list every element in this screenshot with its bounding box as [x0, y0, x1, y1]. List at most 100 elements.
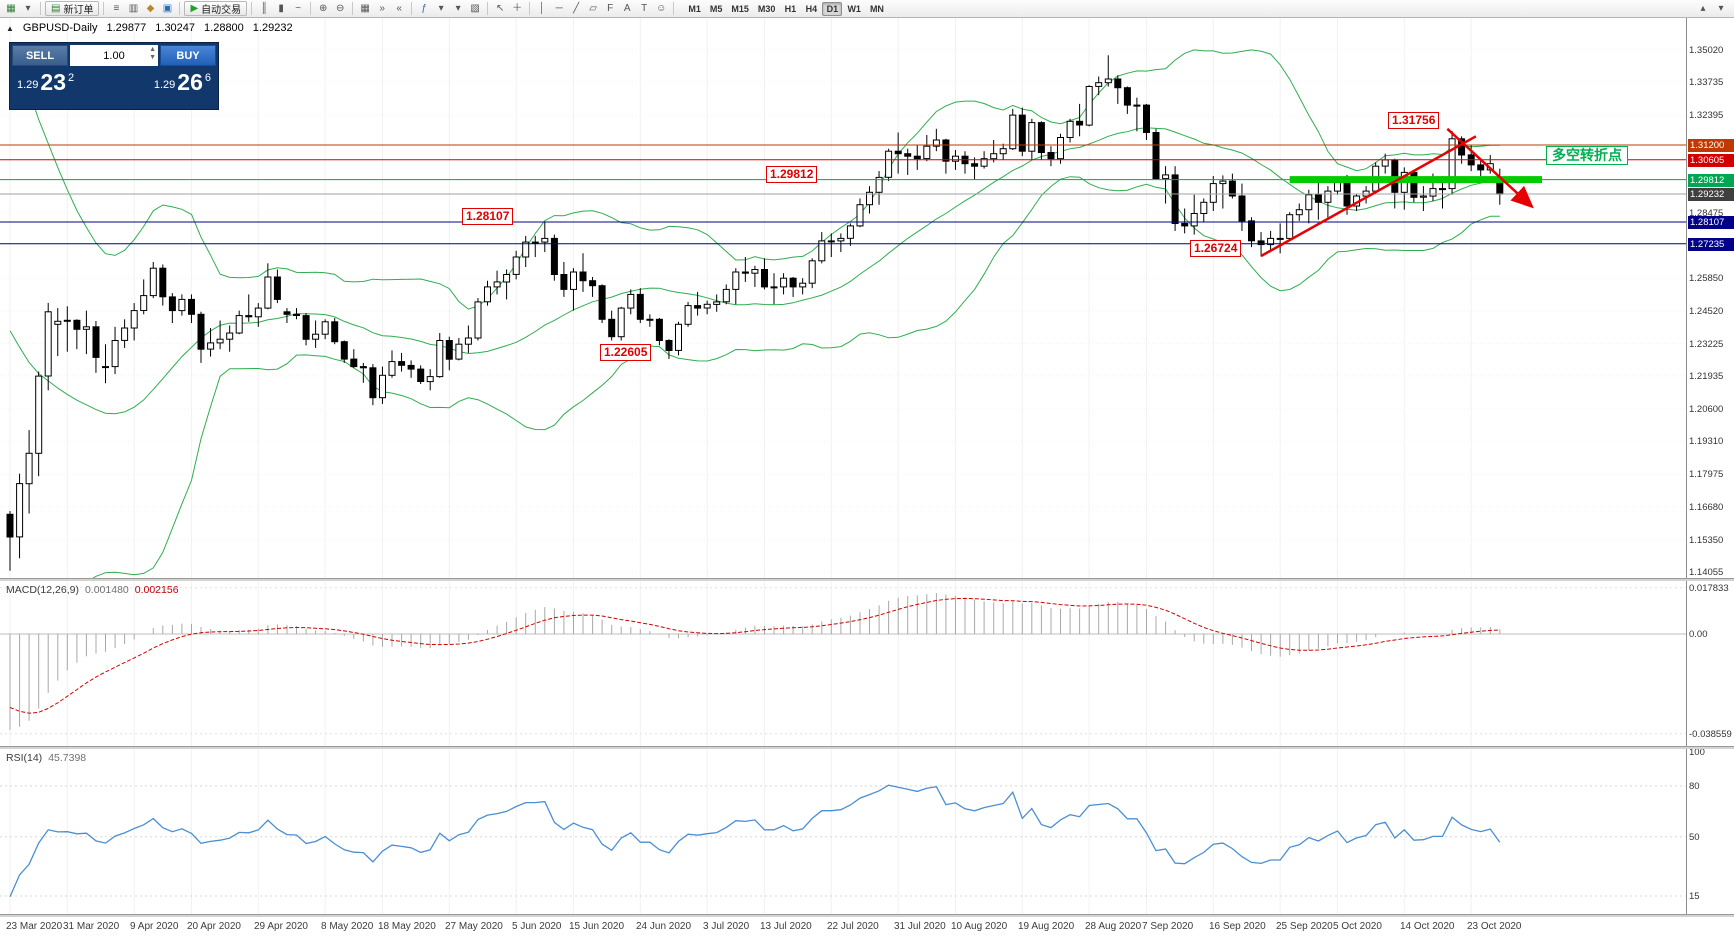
price-axis[interactable]: 1.35020 1.33735 1.32395 1.31200 1.30605 1.298…	[1686, 18, 1734, 914]
macd-axis-label: 0.00	[1689, 629, 1708, 640]
shapes-dropdown[interactable]: ☺	[653, 1, 669, 16]
line-chart-icon: ~	[295, 2, 302, 14]
date-axis[interactable]: 23 Mar 2020 31 Mar 2020 9 Apr 2020 20 Apr 2…	[0, 917, 1734, 940]
candlestick-chart[interactable]	[0, 18, 1686, 635]
terminal-button[interactable]: ▣	[159, 1, 175, 16]
horizontal-line-icon: ─	[555, 2, 563, 14]
label-button[interactable]: T	[636, 1, 652, 16]
ohlc-high: 1.30247	[155, 22, 196, 34]
templates-button[interactable]: ▧	[467, 1, 483, 16]
data-window-button[interactable]: ▥	[125, 1, 141, 16]
price-level-badge: 1.27235	[1688, 238, 1734, 251]
toolbar-separator	[487, 2, 489, 15]
price-axis-label: 1.17975	[1689, 469, 1724, 480]
volume-up-icon[interactable]: ▲	[149, 46, 156, 53]
rsi-chart[interactable]	[0, 749, 1686, 914]
crosshair-button[interactable]: ＋	[509, 1, 525, 16]
date-axis-label: 27 May 2020	[445, 921, 503, 932]
channel-button[interactable]: ▱	[585, 1, 601, 16]
sell-price-big: 23	[40, 69, 67, 95]
terminal-icon: ▣	[162, 2, 173, 14]
date-axis-label: 25 Sep 2020	[1276, 921, 1333, 932]
timeframe-m15-button[interactable]: M15	[731, 3, 749, 14]
new-chart-icon: ▾	[25, 2, 31, 14]
vertical-line-button[interactable]: │	[534, 1, 550, 16]
price-axis-label: 1.25850	[1689, 273, 1724, 284]
auto-trading-button[interactable]: ▶ 自动交易	[184, 1, 248, 16]
timeframe-m5-button[interactable]: M5	[709, 3, 723, 14]
toolbar-separator	[310, 2, 312, 15]
sell-price[interactable]: 1.29 23 2	[17, 70, 74, 94]
one-click-panel-toggle[interactable]: ▲	[6, 23, 14, 33]
indicators-icon: ƒ	[421, 2, 427, 14]
timeframe-d1-button[interactable]: D1	[822, 1, 843, 16]
auto-scroll-button[interactable]: »	[374, 1, 390, 16]
sell-button[interactable]: SELL	[12, 45, 68, 66]
candlestick-chart-button[interactable]: ▮	[273, 1, 289, 16]
timeframe-h1-button[interactable]: H1	[784, 3, 797, 14]
horizontal-line-button[interactable]: ─	[551, 1, 567, 16]
macd-chart[interactable]	[0, 581, 1686, 746]
toolbar-separator	[411, 2, 413, 15]
new-chart-button[interactable]: ▦	[3, 1, 19, 16]
buy-price[interactable]: 1.29 26 6	[154, 70, 211, 94]
timeframe-mn-button[interactable]: MN	[869, 3, 884, 14]
scroll-up-button[interactable]: ▴	[1700, 3, 1706, 14]
tile-windows-button[interactable]: ▦	[357, 1, 373, 16]
zoom-in-button[interactable]: ⊕	[315, 1, 331, 16]
date-axis-label: 22 Jul 2020	[827, 921, 879, 932]
pane-divider-macd[interactable]	[0, 578, 1734, 581]
symbol-info-line: ▲ GBPUSD-Daily 1.29877 1.30247 1.28800 1…	[6, 22, 293, 34]
price-axis-label: 1.19310	[1689, 436, 1724, 447]
timeframe-m1-button[interactable]: M1	[688, 3, 701, 14]
chart-shift-button[interactable]: «	[391, 1, 407, 16]
scroll-down-button[interactable]: ▾	[1718, 3, 1724, 14]
pane-divider-rsi[interactable]	[0, 746, 1734, 749]
symbol-title: GBPUSD-Daily	[22, 22, 98, 34]
periods-icon: ▾	[455, 2, 461, 14]
periods-dropdown[interactable]: ▾	[450, 1, 466, 16]
zoom-out-icon: ⊖	[335, 2, 345, 14]
toolbar: ▦ ▾ ▤ 新订单 ≡ ▥ ◆ ▣ ▶ 自动交易 ║ ▮ ~ ⊕ ⊖ ▦ » « ƒ ▾ ▾ ▧ ↖ ＋ │ ─ ╱ ▱ F A T ☺ M1…	[0, 0, 1734, 18]
pane-divider-bottom	[0, 914, 1734, 917]
cursor-button[interactable]: ↖	[492, 1, 508, 16]
trendline-icon: ╱	[573, 2, 580, 14]
new-order-button[interactable]: ▤ 新订单	[45, 1, 100, 16]
channel-icon: ▱	[589, 2, 597, 14]
indicators-button[interactable]: ƒ	[416, 1, 432, 16]
shapes-icon: ☺	[656, 2, 667, 14]
fibonacci-button[interactable]: F	[602, 1, 618, 16]
toolbar-separator	[103, 2, 105, 15]
trendline-button[interactable]: ╱	[568, 1, 584, 16]
navigator-button[interactable]: ◆	[142, 1, 158, 16]
volume-down-icon[interactable]: ▼	[149, 54, 156, 61]
volume-input[interactable]: 1.00 ▲ ▼	[70, 45, 158, 66]
tile-windows-icon: ▦	[360, 2, 370, 14]
date-axis-label: 20 Apr 2020	[187, 921, 241, 932]
indicators-dropdown[interactable]: ▾	[433, 1, 449, 16]
zoom-out-button[interactable]: ⊖	[332, 1, 348, 16]
market-watch-button[interactable]: ≡	[108, 1, 124, 16]
new-chart-dropdown[interactable]: ▾	[20, 1, 36, 16]
market-watch-icon: ≡	[113, 2, 120, 14]
macd-pane[interactable]	[0, 581, 1686, 746]
main-chart-pane[interactable]	[0, 18, 1686, 635]
timeframe-w1-button[interactable]: W1	[847, 3, 861, 14]
date-axis-label: 3 Jul 2020	[703, 921, 750, 932]
price-axis-label: 1.16680	[1689, 502, 1724, 513]
ohlc-close: 1.29232	[252, 22, 293, 34]
date-axis-label: 19 Aug 2020	[1018, 921, 1075, 932]
timeframe-m30-button[interactable]: M30	[757, 3, 776, 14]
rsi-pane[interactable]	[0, 749, 1686, 914]
buy-button[interactable]: BUY	[160, 45, 216, 66]
indicators-icon: ▾	[438, 2, 444, 14]
timeframe-h4-button[interactable]: H4	[805, 3, 818, 14]
text-button[interactable]: A	[619, 1, 635, 16]
macd-name: MACD(12,26,9)	[6, 584, 79, 596]
date-axis-label: 29 Apr 2020	[254, 921, 308, 932]
volume-spinner[interactable]: ▲ ▼	[149, 46, 156, 62]
line-chart-button[interactable]: ~	[290, 1, 306, 16]
price-level-badge: 1.31200	[1688, 139, 1734, 152]
date-axis-label: 7 Sep 2020	[1142, 921, 1194, 932]
bar-chart-button[interactable]: ║	[256, 1, 272, 16]
